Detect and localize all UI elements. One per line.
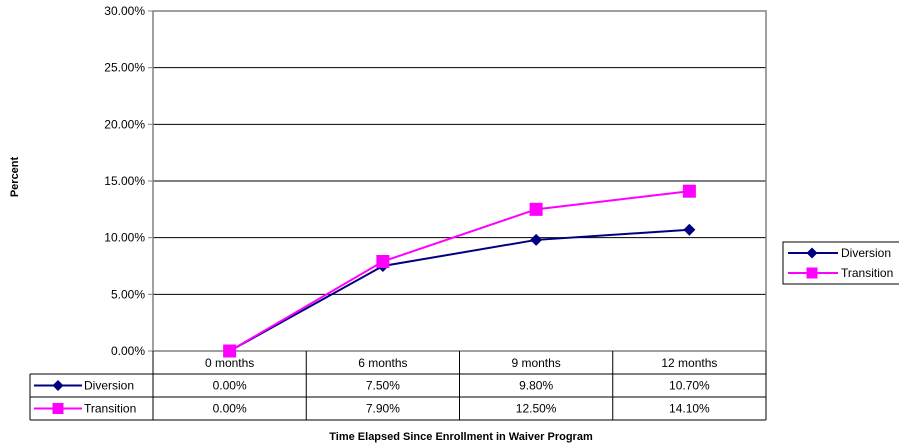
table-legend-marker [52, 403, 64, 414]
legend: Diversion Transition [782, 241, 899, 285]
legend-marker [806, 247, 818, 259]
x-category-label: 9 months [511, 356, 560, 370]
legend-label: Transition [841, 266, 893, 280]
y-tick-label: 25.00% [104, 61, 145, 75]
data-point-diversion [683, 223, 696, 236]
legend-box [782, 241, 899, 285]
data-label: 0.00% [213, 402, 247, 416]
data-table: 0 months 6 months 9 months 12 months Diversi… [29, 351, 767, 421]
legend-marker [806, 267, 818, 279]
data-point-transition [223, 344, 237, 358]
table-series-name: Diversion [84, 379, 134, 393]
table-series-name: Transition [84, 402, 136, 416]
data-label: 12.50% [516, 402, 557, 416]
y-tick-label: 5.00% [111, 287, 145, 301]
data-point-transition [682, 184, 696, 198]
series-line-diversion [229, 228, 690, 352]
y-tick-label: 20.00% [104, 117, 145, 131]
data-label: 14.10% [669, 402, 710, 416]
x-category-label: 6 months [358, 356, 407, 370]
data-label: 7.90% [366, 402, 400, 416]
series-line-transition [229, 190, 690, 352]
data-point-diversion [530, 233, 543, 246]
plot-area: 0.00% 5.00% 10.00% 15.00% 20.00% 25.00% 30.00% [104, 4, 767, 358]
table-legend-marker [52, 380, 64, 391]
x-category-label: 12 months [661, 356, 717, 370]
x-category-label: 0 months [205, 356, 254, 370]
data-label: 0.00% [213, 379, 247, 393]
data-point-transition [529, 202, 543, 216]
x-axis-title: Time Elapsed Since Enrollment in Waiver … [329, 431, 593, 443]
legend-label: Diversion [841, 246, 891, 260]
data-point-transition [376, 254, 390, 268]
y-tick-label: 30.00% [104, 4, 145, 18]
data-label: 10.70% [669, 379, 710, 393]
data-label: 9.80% [519, 379, 553, 393]
y-tick-label: 0.00% [111, 344, 145, 358]
data-label: 7.50% [366, 379, 400, 393]
y-tick-label: 10.00% [104, 231, 145, 245]
y-tick-label: 15.00% [104, 174, 145, 188]
y-axis-title: Percent [9, 156, 21, 197]
